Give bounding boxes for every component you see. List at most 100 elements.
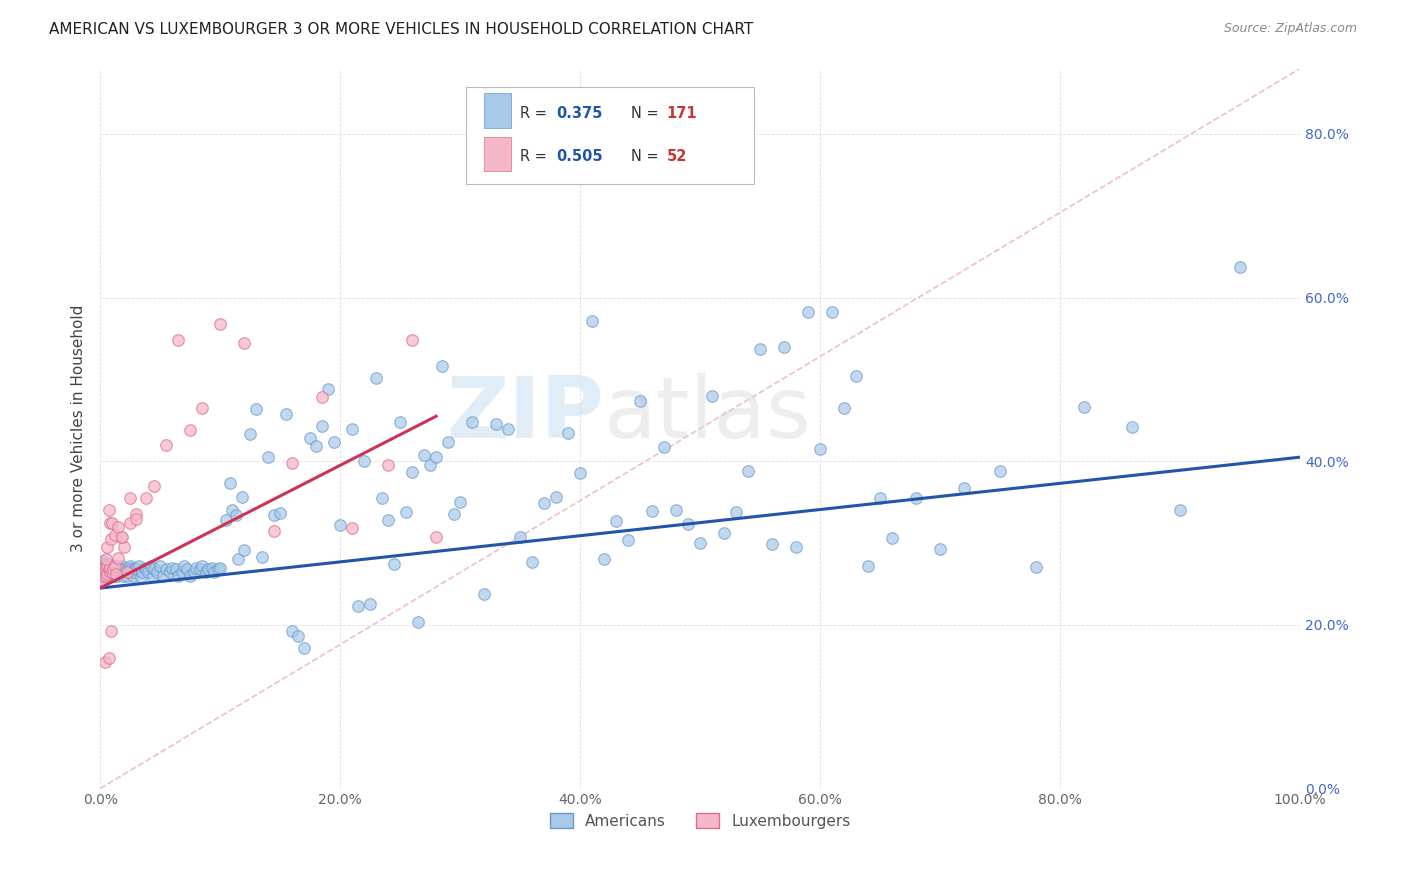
Point [143, 479, 166, 493]
Point [401, 333, 423, 347]
Point [96, 559, 118, 574]
Point [90, 570, 112, 584]
Point [125, 508, 148, 522]
Point [311, 418, 333, 433]
Point [111, 559, 134, 574]
Point [91, 554, 114, 568]
Point [94, 565, 117, 579]
Point [395, 505, 418, 519]
Point [143, 562, 166, 576]
Point [340, 521, 363, 535]
Point [97, 650, 120, 665]
Legend: Americans, Luxembourgers: Americans, Luxembourgers [544, 806, 856, 835]
Point [389, 415, 412, 429]
Text: ZIP: ZIP [446, 373, 605, 456]
Point [250, 550, 273, 565]
Point [94, 565, 117, 579]
Point [100, 562, 122, 576]
Point [605, 514, 627, 528]
Point [91, 573, 114, 587]
Point [737, 464, 759, 478]
Text: AMERICAN VS LUXEMBOURGER 3 OR MORE VEHICLES IN HOUSEHOLD CORRELATION CHART: AMERICAN VS LUXEMBOURGER 3 OR MORE VEHIC… [49, 22, 754, 37]
Point [101, 562, 124, 576]
Point [617, 533, 640, 548]
Point [194, 565, 217, 579]
Point [340, 422, 363, 436]
Point [546, 490, 568, 504]
Point [96, 559, 118, 574]
Point [472, 587, 495, 601]
Point [257, 450, 280, 464]
Point [173, 559, 195, 574]
Point [120, 491, 142, 505]
Point [276, 407, 298, 421]
Point [176, 562, 198, 576]
Point [725, 505, 748, 519]
Point [184, 560, 207, 574]
Point [641, 504, 664, 518]
Point [94, 557, 117, 571]
Point [90, 573, 112, 587]
Point [111, 569, 134, 583]
Point [107, 562, 129, 576]
Point [231, 490, 253, 504]
Point [437, 435, 460, 450]
Point [98, 560, 121, 574]
Text: 52: 52 [666, 149, 688, 164]
Point [107, 550, 129, 565]
Point [96, 567, 118, 582]
Point [366, 370, 388, 384]
Point [316, 382, 339, 396]
Point [112, 565, 135, 579]
FancyBboxPatch shape [484, 136, 510, 171]
Point [125, 562, 148, 576]
Point [413, 448, 436, 462]
Point [115, 565, 138, 579]
Point [135, 491, 157, 505]
Point [152, 569, 174, 583]
Point [785, 540, 807, 554]
Point [120, 562, 142, 576]
Point [245, 402, 267, 417]
Point [233, 542, 256, 557]
Point [103, 562, 125, 576]
Point [183, 565, 205, 579]
Point [96, 540, 118, 554]
Point [652, 440, 675, 454]
Point [749, 342, 772, 356]
Text: atlas: atlas [605, 373, 813, 456]
Point [233, 335, 256, 350]
Point [797, 305, 820, 319]
Text: N =: N = [630, 149, 662, 164]
Point [197, 562, 219, 576]
Point [108, 560, 131, 574]
Y-axis label: 3 or more Vehicles in Household: 3 or more Vehicles in Household [72, 305, 86, 552]
Point [98, 560, 121, 574]
FancyBboxPatch shape [484, 94, 510, 128]
Point [93, 557, 115, 571]
Point [201, 560, 224, 574]
Point [94, 569, 117, 583]
Point [179, 569, 201, 583]
Point [91, 562, 114, 576]
Point [221, 502, 243, 516]
Point [323, 434, 346, 449]
Point [239, 426, 262, 441]
Point [124, 560, 146, 574]
Point [120, 559, 142, 574]
Point [377, 513, 399, 527]
Point [207, 562, 229, 576]
Text: 171: 171 [666, 106, 697, 121]
Point [98, 565, 121, 579]
Point [97, 569, 120, 583]
Point [179, 423, 201, 437]
Point [430, 359, 453, 373]
Point [107, 519, 129, 533]
FancyBboxPatch shape [467, 87, 754, 184]
Point [347, 599, 370, 614]
Point [225, 508, 247, 522]
Point [496, 422, 519, 436]
Point [443, 508, 465, 522]
Point [209, 560, 232, 574]
Point [832, 401, 855, 415]
